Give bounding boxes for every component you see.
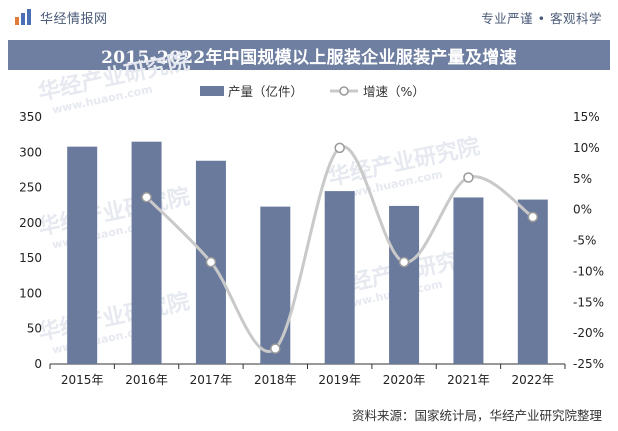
y-right-tick-label: 5% — [573, 172, 592, 186]
line-series — [141, 142, 539, 354]
growth-point — [463, 172, 474, 183]
legend-bar-swatch — [200, 86, 224, 96]
y-left-tick-label: 100 — [19, 286, 42, 300]
y-right-tick-label: -25% — [573, 357, 604, 371]
y-left-tick-label: 150 — [19, 251, 42, 265]
slogan: 专业严谨 • 客观科学 — [481, 10, 602, 26]
x-tick-label: 2016年 — [125, 373, 168, 387]
bar-series — [67, 141, 548, 364]
x-tick-label: 2021年 — [447, 373, 490, 387]
brand[interactable]: 华经情报网 — [14, 8, 108, 27]
y-left-tick-label: 50 — [27, 322, 42, 336]
bar — [67, 146, 98, 364]
y-left-tick-label: 250 — [19, 181, 42, 195]
source-note: 资料来源：国家统计局，华经产业研究院整理 — [351, 408, 602, 423]
y-right-tick-label: -20% — [573, 326, 604, 340]
growth-point — [527, 211, 539, 223]
bar — [324, 191, 355, 364]
bar — [453, 197, 484, 364]
growth-point — [398, 256, 410, 268]
bar — [131, 141, 162, 364]
x-tick-label: 2020年 — [383, 373, 426, 387]
growth-point — [270, 343, 281, 354]
legend-bar-label: 产量（亿件） — [228, 84, 303, 99]
legend-line-marker — [339, 86, 349, 96]
growth-point — [141, 192, 152, 203]
growth-point — [334, 142, 345, 154]
y-right-tick-label: -10% — [573, 264, 604, 278]
legend: 产量（亿件） 增速（%） — [200, 84, 425, 99]
x-tick-label: 2017年 — [190, 373, 233, 387]
legend-line-label: 增速（%） — [363, 84, 425, 99]
x-tick-label: 2015年 — [61, 373, 104, 387]
bar — [389, 205, 420, 364]
bar — [260, 206, 291, 364]
x-tick-label: 2019年 — [318, 373, 361, 387]
x-tick-label: 2018年 — [254, 373, 297, 387]
y-right-tick-label: 10% — [573, 141, 600, 155]
x-tick-label: 2022年 — [512, 373, 555, 387]
y-left-tick-label: 350 — [19, 110, 42, 124]
growth-point — [205, 256, 217, 268]
chart-title: 2015-2022年中国规模以上服装企业服装产量及增速 — [101, 47, 517, 68]
y-right-tick-label: -5% — [573, 234, 596, 248]
bar — [517, 199, 548, 364]
title-bar: 2015-2022年中国规模以上服装企业服装产量及增速 — [8, 40, 610, 70]
y-right-tick-label: 0% — [573, 203, 592, 217]
bar-chart-logo-icon — [15, 9, 31, 25]
brand-name: 华经情报网 — [40, 11, 108, 27]
y-left-tick-label: 300 — [19, 145, 42, 159]
top-bar: 华经情报网 专业严谨 • 客观科学 — [0, 0, 618, 34]
y-left-tick-label: 0 — [34, 357, 42, 371]
axes: 0 50 100 150 200 250 300 350 -25% -20% -15% -10% -5%… — [19, 110, 604, 387]
y-right-tick-label: 15% — [573, 110, 600, 124]
y-left-tick-label: 200 — [19, 216, 42, 230]
y-right-tick-label: -15% — [573, 295, 604, 309]
